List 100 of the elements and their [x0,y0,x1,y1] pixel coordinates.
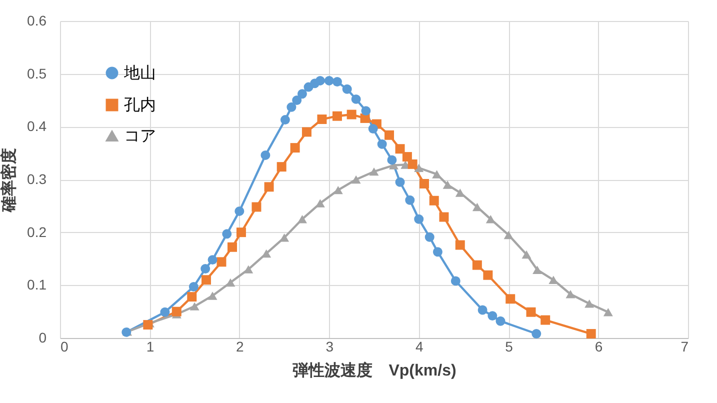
point [200,264,210,274]
point [234,206,244,216]
point [262,249,272,258]
point [317,114,327,124]
point [351,175,361,184]
point [526,307,536,317]
point [264,182,274,192]
legend-label: 地山 [123,64,156,82]
y-tick-label: 0.5 [27,65,47,82]
point [208,255,218,265]
point [584,300,594,308]
point [586,329,596,339]
point [377,139,387,149]
point [472,202,482,212]
point [228,242,237,252]
point [208,292,218,300]
point [387,155,397,165]
point [260,150,270,160]
point [190,302,200,310]
point [400,160,410,169]
point [216,257,226,267]
point [548,276,558,284]
point [442,180,452,189]
y-tick-label: 0.6 [27,12,47,28]
x-tick-label: 4 [415,338,424,354]
point [332,77,342,86]
point [395,144,405,154]
point [566,290,576,298]
point [522,250,532,259]
x-tick-label: 2 [236,338,244,354]
point [408,159,418,169]
point [160,307,170,317]
point [506,294,516,304]
point [187,292,197,302]
point [286,102,296,112]
point [603,308,613,316]
point [532,329,542,339]
point [384,130,394,140]
point [496,316,506,326]
point [201,275,211,285]
y-tick-label: 0.2 [27,224,47,240]
point [483,270,493,280]
point [478,305,488,315]
point [532,266,542,274]
point [333,186,343,194]
x-tick-label: 5 [505,338,514,354]
y-tick-label: 0.1 [27,276,47,293]
x-tick-label: 6 [594,338,603,354]
point [419,178,429,188]
point [188,282,198,292]
point [342,84,352,94]
point [395,177,405,187]
point [432,247,442,257]
x-axis-title: 弾性波速度 Vp(km/s) [292,360,456,380]
x-tick-label: 1 [146,338,154,354]
x-tick-label: 0 [60,338,68,354]
legend-label: コア [124,128,156,145]
point [402,152,412,162]
point [450,276,460,286]
point [346,110,356,120]
x-tick-label: 7 [680,338,689,354]
point [280,115,290,125]
y-axis-title: 確率密度 [0,148,18,213]
y-tick-label: 0.4 [27,118,47,134]
x-tick-label: 3 [326,338,334,354]
point [315,199,325,208]
point [432,170,442,178]
point [332,111,342,121]
legend-label: 孔内 [124,96,156,114]
point [297,215,307,224]
point [172,306,182,316]
point [252,202,262,212]
point [244,265,254,274]
point [540,315,550,325]
point [439,212,449,222]
point [424,232,434,242]
point [236,228,246,238]
point [368,124,378,134]
point [302,127,312,137]
point [297,89,307,99]
point [504,230,514,240]
y-tick-label: 0.3 [27,171,47,187]
point [369,167,379,176]
point [488,311,498,321]
point [324,76,334,86]
point [429,196,439,206]
point [276,162,286,172]
point [222,229,232,239]
point [290,143,300,153]
point [226,278,236,287]
point [486,215,496,224]
point [361,106,371,116]
point [472,260,482,270]
point [455,188,465,197]
point [304,82,314,92]
point [405,195,415,205]
point [292,96,302,105]
point [455,240,465,250]
point [351,94,361,104]
point [143,320,153,330]
